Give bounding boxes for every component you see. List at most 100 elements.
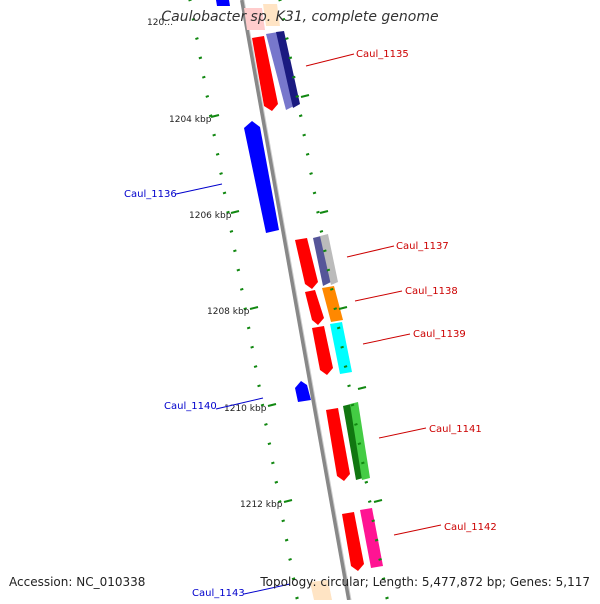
tick-right-dot: [309, 172, 313, 176]
tick-right-dot: [316, 210, 320, 214]
accession-text: Accession: NC_010338: [9, 575, 146, 589]
gene-caul-1141-red[interactable]: [326, 408, 350, 481]
tick-right-dot: [305, 152, 310, 156]
tick-left-dot: [250, 345, 254, 349]
tick-left-dot: [233, 249, 237, 253]
tick-left-dot: [205, 95, 210, 98]
tick-left-dot: [239, 287, 244, 291]
tick-right-dot: [302, 133, 306, 137]
leader-caul-1141: [378, 427, 427, 439]
gene-label-caul-1143[interactable]: Caul_1143: [192, 588, 245, 599]
tick-right-dot: [298, 114, 303, 118]
tick-left-dot: [264, 422, 268, 426]
leader-caul-1142: [393, 524, 442, 536]
leader-caul-1140: [215, 397, 264, 410]
gene-label-caul-1140[interactable]: Caul_1140: [164, 401, 217, 412]
gene-caul-1141-darkgreen[interactable]: [343, 404, 363, 480]
major-tick-1204: [210, 114, 220, 118]
tick-left-dot: [188, 0, 192, 2]
major-tick-1212: [283, 499, 293, 503]
gene-caul-1138-orange[interactable]: [322, 286, 343, 322]
gene-label-caul-1135[interactable]: Caul_1135: [356, 49, 409, 60]
major-tick-right-4: [357, 386, 367, 390]
leader-caul-1138: [354, 290, 403, 302]
tick-left-dot: [229, 230, 234, 233]
tick-right-dot: [347, 384, 351, 388]
leader-caul-1137: [346, 245, 395, 258]
major-tick-1208: [249, 306, 259, 310]
tick-right-dot: [378, 557, 382, 561]
tick-right-dot: [354, 422, 358, 426]
tick-left-dot: [260, 403, 265, 407]
tick-right-dot: [291, 75, 296, 79]
tick-right-dot: [350, 403, 355, 407]
tick-right-dot: [278, 0, 282, 2]
tick-label-1206: 1206 kbp: [189, 211, 232, 221]
tick-left-dot: [226, 210, 230, 214]
tick-right-dot: [343, 365, 348, 368]
gene-caul-1137-red[interactable]: [295, 238, 318, 289]
feature-bottom-peach[interactable]: [310, 580, 332, 600]
gene-caul-1136[interactable]: [244, 121, 279, 233]
tick-left-dot: [271, 461, 275, 465]
tick-right-dot: [361, 461, 365, 465]
tick-left-dot: [281, 519, 286, 523]
gene-caul-1142-pink[interactable]: [360, 508, 383, 568]
gene-label-caul-1141[interactable]: Caul_1141: [429, 424, 482, 435]
tick-label-1210: 1210 kbp: [224, 404, 267, 414]
topology-text: Topology: circular; Length: 5,477,872 bp…: [260, 575, 590, 589]
feature-top-blue[interactable]: [216, 0, 230, 6]
tick-right-dot: [285, 37, 289, 41]
tick-right-dot: [329, 287, 334, 291]
tick-right-dot: [326, 268, 331, 272]
tick-left-dot: [243, 307, 248, 311]
tick-left-dot: [288, 557, 292, 561]
feature-top-lightpink[interactable]: [244, 8, 265, 30]
gene-caul-1138-red[interactable]: [305, 290, 324, 325]
tick-left-dot: [274, 480, 279, 484]
tick-right-dot: [333, 307, 338, 311]
tick-left-dot: [219, 172, 223, 176]
tick-left-dot: [201, 75, 206, 79]
gene-label-caul-1137[interactable]: Caul_1137: [396, 241, 449, 252]
gene-caul-1135-red[interactable]: [252, 36, 278, 111]
gene-caul-1139-red[interactable]: [312, 326, 333, 375]
tick-right-dot: [371, 519, 376, 523]
backbone-highlight: [243, 0, 352, 601]
tick-right-dot: [374, 538, 379, 542]
tick-right-dot: [312, 191, 317, 195]
genome-backbone: [240, 0, 351, 601]
tick-left-dot: [215, 152, 220, 156]
tick-left-dot: [222, 191, 227, 195]
gene-caul-1140[interactable]: [295, 381, 311, 402]
tick-dots-left: [188, 0, 299, 600]
feature-top-peach[interactable]: [263, 4, 280, 26]
tick-left-dot: [208, 114, 213, 118]
gene-label-caul-1139[interactable]: Caul_1139: [413, 329, 466, 340]
gene-caul-1137-navy[interactable]: [313, 236, 331, 286]
tick-label-120: 120…: [147, 18, 173, 28]
tick-right-dot: [367, 500, 372, 503]
tick-dots-right: [278, 0, 389, 600]
tick-left-dot: [277, 500, 282, 503]
tick-right-dot: [336, 326, 341, 330]
gene-caul-1135-navy[interactable]: [276, 31, 300, 108]
tick-left-dot: [246, 326, 251, 330]
major-tick-right-3: [338, 306, 348, 310]
tick-right-dot: [381, 577, 386, 581]
gene-label-caul-1138[interactable]: Caul_1138: [405, 286, 458, 297]
tick-label-1212: 1212 kbp: [240, 500, 283, 510]
tick-left-dot: [253, 365, 258, 368]
gene-caul-1137-grey[interactable]: [320, 234, 338, 285]
tick-right-dot: [385, 596, 389, 600]
tick-left-dot: [267, 442, 272, 446]
gene-caul-1141-green[interactable]: [350, 402, 370, 480]
tick-label-1204: 1204 kbp: [169, 115, 212, 125]
gene-label-caul-1142[interactable]: Caul_1142: [444, 522, 497, 533]
gene-caul-1135-slate[interactable]: [266, 32, 294, 110]
gene-caul-1142-red[interactable]: [342, 512, 364, 571]
leader-caul-1136: [175, 183, 223, 195]
gene-label-caul-1136[interactable]: Caul_1136: [124, 189, 177, 200]
tick-left-dot: [257, 384, 261, 388]
